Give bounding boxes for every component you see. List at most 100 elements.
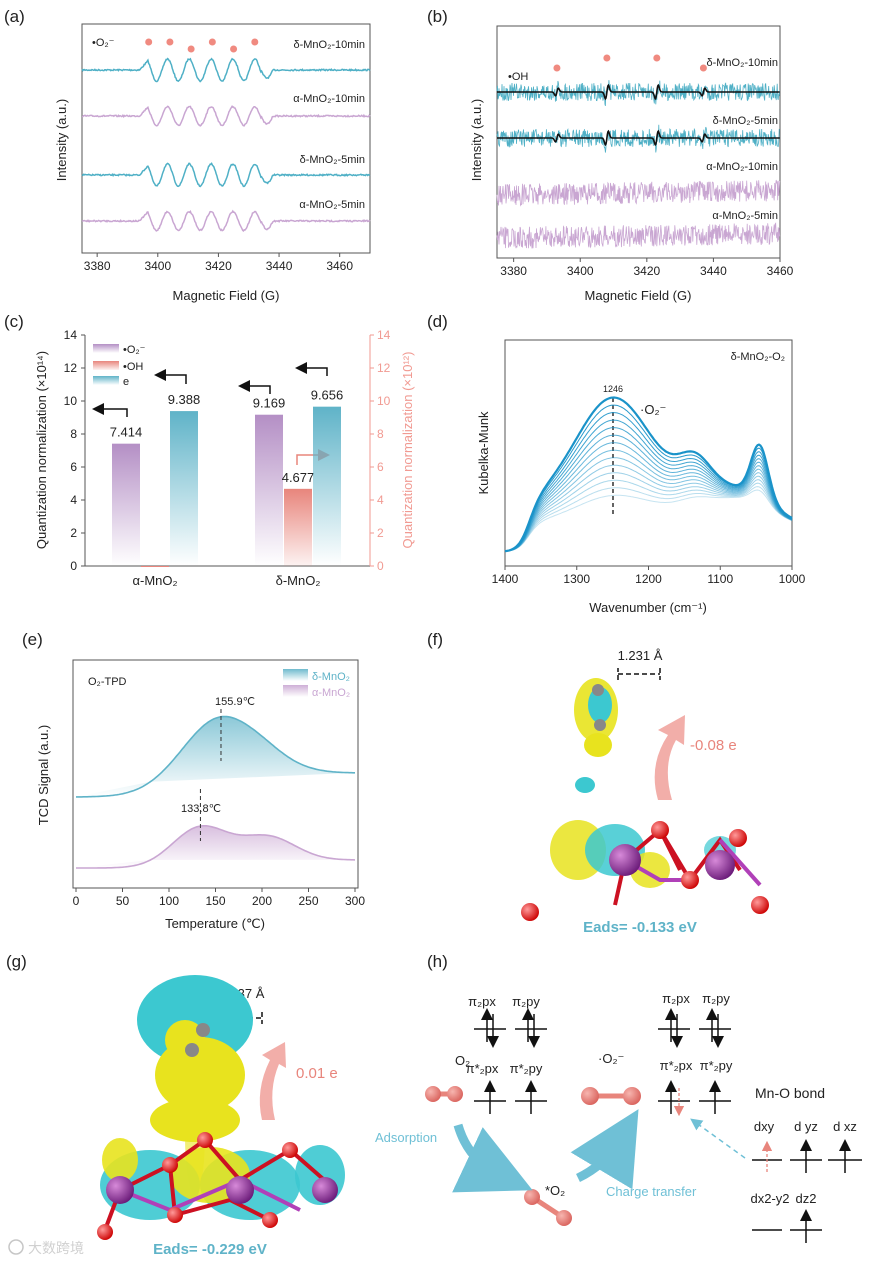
bar <box>313 406 341 566</box>
mn-atom <box>106 1176 134 1204</box>
plot-frame <box>496 25 781 259</box>
adsorption-arrow-icon <box>452 1123 533 1193</box>
spectrum-line <box>504 472 793 552</box>
x-tick-label: 150 <box>205 894 225 908</box>
x-tick-label: 3380 <box>84 259 111 273</box>
spectrum-line <box>504 464 793 552</box>
charge-value: -0.08 e <box>690 737 737 754</box>
x-tick-label: 0 <box>73 894 80 908</box>
x-tick-label: 3460 <box>767 264 794 278</box>
y2-tick-label: 2 <box>377 526 384 540</box>
y2-tick-label: 8 <box>377 427 384 441</box>
panel-b-title: •OH <box>508 71 528 83</box>
spectrum-line <box>81 57 371 83</box>
panel-b-epr-hydroxyl: •OH δ-MnO₂-10min δ-MnO₂-5min α-MnO₂-10mi… <box>469 25 794 303</box>
legend-label: δ-MnO₂ <box>312 671 350 683</box>
panel-label-g: (g) <box>6 952 27 971</box>
left-axis-arrow-icon <box>295 362 328 376</box>
bar-value-label: 4.677 <box>282 470 315 485</box>
o-atom <box>97 1224 113 1240</box>
panel-e-o2-tpd: O₂-TPD δ-MnO₂ α-MnO₂ 155.9℃ 133.8℃ Tempe… <box>36 659 365 931</box>
spectrum-line <box>81 209 371 232</box>
x-tick-label: 1300 <box>563 572 590 586</box>
bar-value-label: 9.169 <box>253 396 286 411</box>
mn-atom <box>226 1176 254 1204</box>
x-tick-label: 1200 <box>635 572 662 586</box>
spectrum-line <box>504 457 793 552</box>
bond-length: 1.231 Å <box>618 648 663 663</box>
spectrum-line <box>504 489 793 552</box>
o-atom <box>167 1207 183 1223</box>
series-label: α-MnO₂-10min <box>293 93 365 105</box>
bar-value-label: 9.656 <box>311 388 344 403</box>
plot-frame <box>81 23 371 254</box>
panel-label-c: (c) <box>4 312 24 331</box>
superoxide-label: ·O₂⁻ <box>598 1051 624 1066</box>
panel-label-f: (f) <box>427 630 443 649</box>
series-label: δ-MnO₂-5min <box>300 154 365 166</box>
bar <box>170 411 198 566</box>
orbital-label: dxy <box>754 1119 775 1134</box>
orbital-label: π₂px <box>662 991 690 1006</box>
o-atom <box>162 1157 178 1173</box>
x-tick-label: 3460 <box>326 259 353 273</box>
oxygen-atom <box>196 1023 210 1037</box>
panel-c-bar-chart: Quantization normalization (×10¹⁴) Quant… <box>34 328 415 588</box>
legend-label: e <box>123 376 129 388</box>
charge-value: 0.01 e <box>296 1065 338 1082</box>
panel-e-title: O₂-TPD <box>88 676 127 688</box>
category-label: δ-MnO₂ <box>276 573 321 588</box>
oxygen-atom <box>594 719 606 731</box>
panel-f-charge-density: 1.231 Å -0.08 e Eads= -0.133 eV <box>521 648 769 936</box>
left-axis-arrow-icon <box>238 380 271 394</box>
legend-swatch-electron <box>93 376 119 385</box>
oxygen-atom <box>592 684 604 696</box>
charge-transfer-arrow-icon <box>654 715 685 800</box>
y-tick-label: 6 <box>70 460 77 474</box>
legend-label: •OH <box>123 361 143 373</box>
bar <box>141 566 169 567</box>
series-label: δ-MnO₂-5min <box>713 115 778 127</box>
bar-value-label: 7.414 <box>110 425 143 440</box>
y-axis-label: Kubelka-Munk <box>476 411 491 495</box>
panel-a-title: •O₂⁻ <box>92 37 115 49</box>
adsorption-label: Adsorption <box>375 1130 437 1145</box>
bar <box>284 488 312 566</box>
adsorption-energy: Eads= -0.133 eV <box>583 919 697 936</box>
left-axis-arrow-icon <box>154 369 187 384</box>
y-tick-label: 2 <box>70 526 77 540</box>
mn-atom <box>705 850 735 880</box>
spectrum-line <box>504 419 793 552</box>
y-axis-label: TCD Signal (a.u.) <box>36 725 51 825</box>
x-tick-label: 3380 <box>500 264 527 278</box>
left-axis-arrow-icon <box>92 403 128 417</box>
spectrum-line <box>504 396 793 553</box>
area-fill <box>76 825 355 868</box>
y-tick-label: 10 <box>64 394 78 408</box>
spectrum-line <box>504 412 793 552</box>
x-tick-label: 100 <box>159 894 179 908</box>
spectrum-line <box>504 434 793 552</box>
peak-annotation: 155.9℃ <box>215 696 255 708</box>
bar <box>255 414 283 566</box>
bond-length-marker <box>617 668 661 680</box>
y2-axis-label: Quantization normalization (×10¹²) <box>400 352 415 549</box>
panel-label-h: (h) <box>427 952 448 971</box>
o-atom <box>751 896 769 914</box>
spectrum-line <box>496 222 781 249</box>
y-axis-label: Quantization normalization (×10¹⁴) <box>34 351 49 549</box>
spectrum-line <box>81 162 371 188</box>
x-tick-label: 3440 <box>266 259 293 273</box>
mn-o-bonds <box>119 1177 301 1213</box>
panel-g-charge-density: 1.237 Å 0.01 e Eads= -0.229 eV <box>97 975 345 1258</box>
peak-marker <box>653 54 661 62</box>
orbital-label: π₂py <box>512 994 540 1009</box>
charge-transfer-arrow-icon <box>259 1042 286 1120</box>
o-atom <box>262 1212 278 1228</box>
x-tick-label: 3400 <box>144 259 171 273</box>
orbital-label: dz2 <box>796 1191 817 1206</box>
y2-tick-label: 10 <box>377 394 391 408</box>
x-axis-label: Wavenumber (cm⁻¹) <box>589 600 707 615</box>
spectrum-line <box>504 449 793 552</box>
